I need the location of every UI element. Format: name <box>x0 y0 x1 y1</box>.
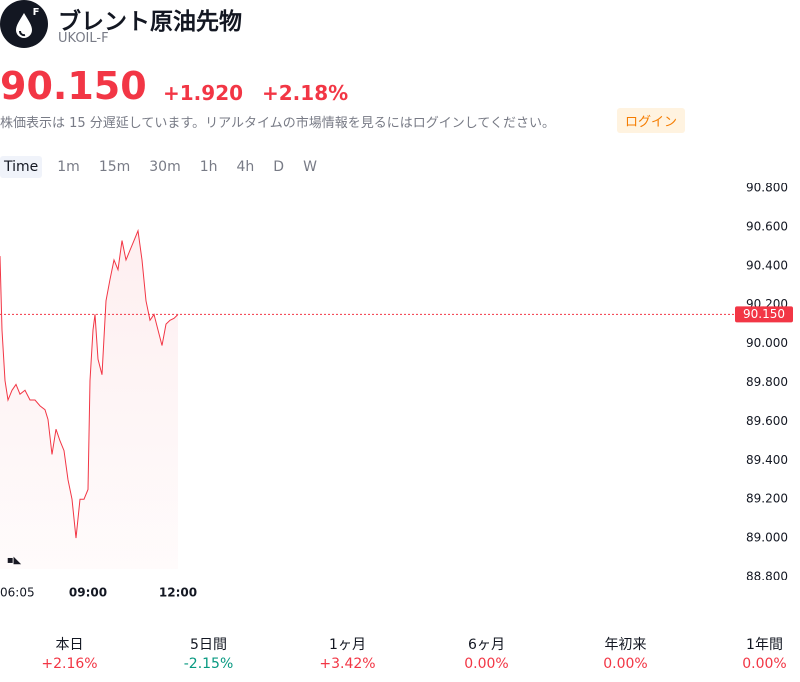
y-tick-label: 88.800 <box>746 570 788 584</box>
y-tick-label: 89.200 <box>746 492 788 506</box>
y-tick-label: 90.000 <box>746 336 788 350</box>
interval-tab[interactable]: 30m <box>149 159 181 175</box>
y-tick-label: 90.600 <box>746 219 788 233</box>
x-tick-label: 09:00 <box>69 586 107 600</box>
last-price-tag <box>735 306 793 323</box>
last-price-label: 90.150 <box>743 307 785 321</box>
x-tick-label: 12:00 <box>159 586 197 600</box>
interval-tabs: Time 1m 15m 30m 1h 4h D W <box>0 156 332 178</box>
login-button[interactable]: ログイン <box>617 108 686 133</box>
symbol: UKOIL-F <box>58 31 109 46</box>
performance-item: 6ヶ月 0.00% <box>417 634 556 672</box>
performance-value: +3.42% <box>319 656 376 672</box>
performance-label: 本日 <box>55 637 84 653</box>
logo-badge: F <box>33 7 40 18</box>
change: +1.920 <box>163 81 244 105</box>
area <box>0 230 178 569</box>
performance-value: 0.00% <box>742 656 787 672</box>
change-percent: +2.18% <box>262 81 349 105</box>
logo-icon: F <box>16 7 40 38</box>
interval-tab[interactable]: 1h <box>199 159 218 175</box>
performance-label: 1ヶ月 <box>329 637 366 653</box>
chart: ▪◣ 88.80089.00089.20089.40089.60089.8009… <box>0 181 793 600</box>
y-tick-label: 90.400 <box>746 258 788 272</box>
y-tick-label: 89.000 <box>746 531 788 545</box>
interval-tab[interactable]: 4h <box>236 159 255 175</box>
performance-item: 1ヶ月 +3.42% <box>278 634 417 672</box>
y-tick-label: 89.800 <box>746 375 788 389</box>
performance-value: -2.15% <box>183 656 234 672</box>
interval-tab[interactable]: W <box>303 159 317 175</box>
performance-item: 年初来 0.00% <box>556 634 695 672</box>
performance-value: +2.16% <box>41 656 98 672</box>
performance-item: 1年間 0.00% <box>695 634 800 672</box>
interval-tab[interactable]: 15m <box>98 159 131 175</box>
title: ブレント原油先物 <box>58 9 242 35</box>
y-tick-label: 90.800 <box>746 181 788 195</box>
x-tick-label: 06:05 <box>0 586 35 600</box>
price-line <box>0 228 179 539</box>
notice: 株価表示は 15 分遅延しています。リアルタイムの市場情報を見るにはログインして… <box>0 116 555 131</box>
y-tick-label: 89.400 <box>746 453 788 467</box>
performance-label: 5日間 <box>190 637 227 653</box>
performance-item: 本日 +2.16% <box>0 634 139 672</box>
performance-label: 1年間 <box>746 637 783 653</box>
performance: 本日 +2.16% 5日間 -2.15% 1ヶ月 +3.42% 6ヶ月 0.00% 年初来 0.0… <box>0 634 800 672</box>
performance-value: 0.00% <box>464 656 509 672</box>
y-tick-label: 89.600 <box>746 414 788 428</box>
interval-tab[interactable]: 1m <box>57 159 80 175</box>
logo: F <box>0 0 48 48</box>
interval-tab[interactable]: D <box>273 159 285 175</box>
performance-value: 0.00% <box>603 656 648 672</box>
price: 90.150 <box>0 64 147 108</box>
performance-label: 年初来 <box>604 637 647 653</box>
interval-tab[interactable]: Time <box>0 156 43 178</box>
drop-shine <box>19 30 26 37</box>
performance-label: 6ヶ月 <box>468 637 505 653</box>
performance-item: 5日間 -2.15% <box>139 634 278 672</box>
y-axis: 88.800 89.000 89.200 89.400 89.600 89.800 90.0… <box>746 181 788 584</box>
